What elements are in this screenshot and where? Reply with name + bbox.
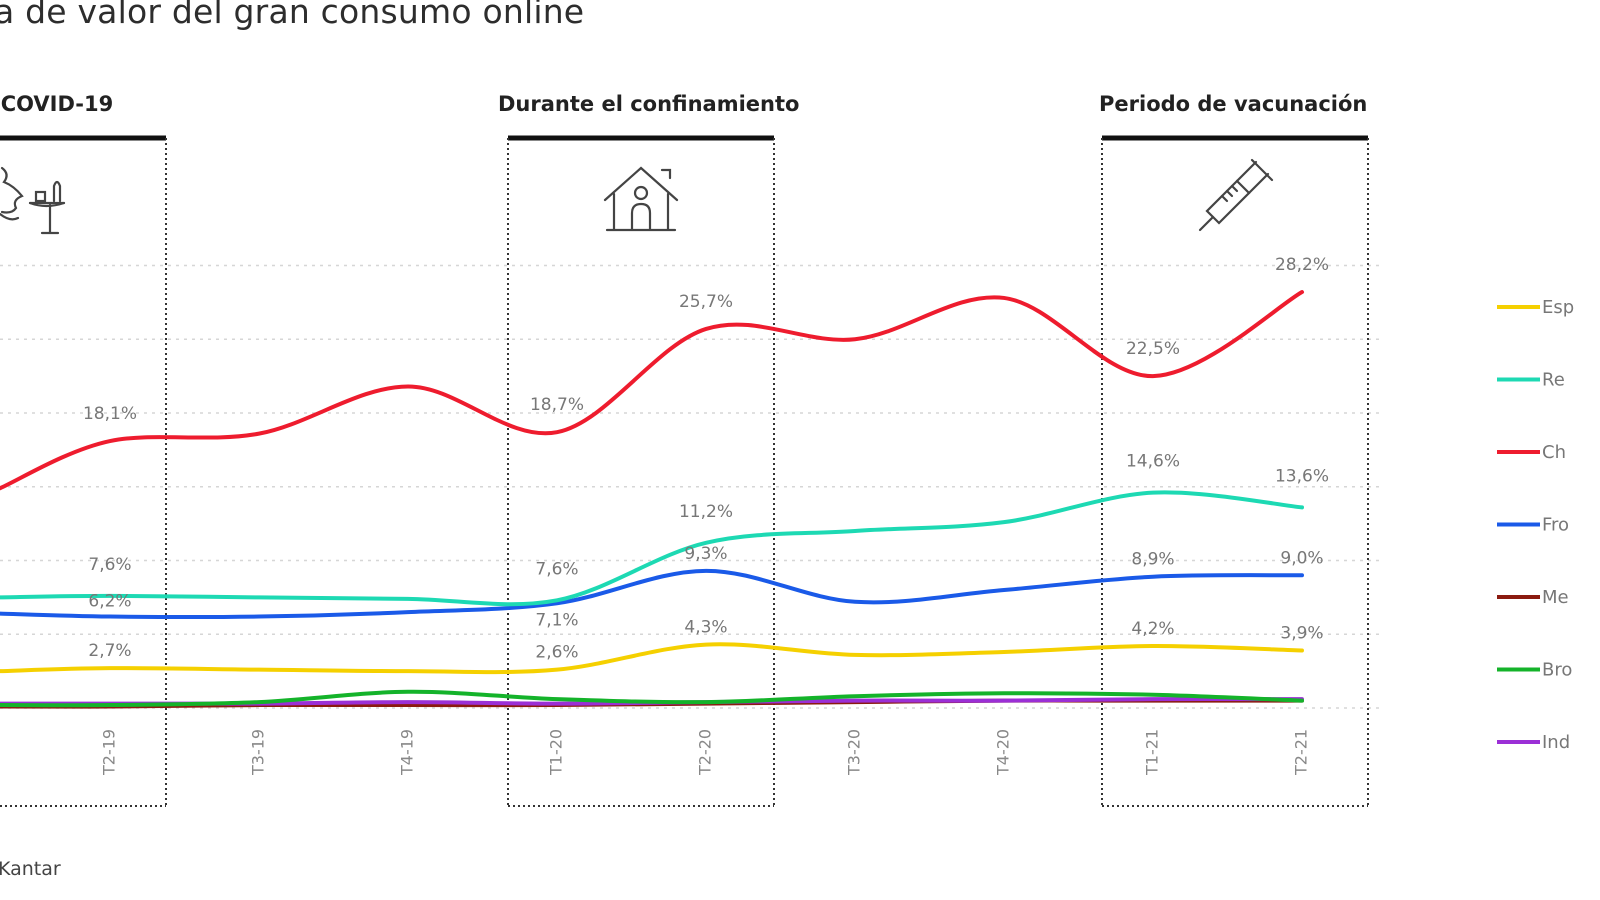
data-label: 7,6%: [88, 555, 131, 575]
data-label: 25,7%: [679, 292, 733, 312]
x-tick-label: T4-19: [398, 729, 417, 776]
data-label: 7,1%: [535, 610, 578, 630]
person-in-house-icon: [603, 166, 679, 232]
data-label: 14,6%: [1126, 452, 1180, 472]
x-tick-label: T2-20: [696, 729, 715, 776]
series-line-bro: [0, 689, 1304, 708]
legend: Esp Re Ch Fro Me Bro Ind: [1497, 297, 1574, 753]
data-label: 4,3%: [684, 618, 727, 638]
data-label: 4,2%: [1131, 619, 1174, 639]
data-label: 2,6%: [535, 643, 578, 663]
data-label: 18,7%: [530, 395, 584, 415]
data-label: 28,2%: [1275, 255, 1329, 275]
x-tick-label: T2-19: [100, 729, 119, 776]
data-label: 22,5%: [1126, 339, 1180, 359]
data-labels: 18,1% 18,7% 25,7% 22,5% 28,2% 7,6% 7,6% 11,2% 14…: [83, 255, 1329, 663]
series-line-ch: [0, 290, 1304, 491]
x-tick-label: T4-20: [994, 729, 1013, 776]
period-label-vaccination: Periodo de vacunación: [1099, 92, 1368, 116]
legend-label: Bro: [1542, 660, 1572, 681]
series-line-re: [0, 490, 1304, 607]
legend-label: Ch: [1542, 442, 1566, 463]
x-tick-label: T3-19: [249, 729, 268, 776]
period-label-pre-covid: -COVID-19: [0, 92, 114, 116]
data-label: 6,2%: [88, 592, 131, 612]
gridlines: [0, 264, 1380, 709]
x-tick-label: T2-21: [1292, 729, 1311, 776]
legend-label: Re: [1542, 370, 1565, 391]
period-label-confinement: Durante el confinamiento: [498, 92, 800, 116]
data-label: 8,9%: [1131, 550, 1174, 570]
x-tick-label: T1-21: [1143, 729, 1162, 776]
data-label: 13,6%: [1275, 466, 1329, 486]
legend-label: Ind: [1542, 732, 1570, 753]
data-label: 2,7%: [88, 641, 131, 661]
series-line-fro: [0, 568, 1304, 620]
source-note: Kantar: [0, 858, 61, 880]
data-label: 7,6%: [535, 559, 578, 579]
data-label: 11,2%: [679, 502, 733, 522]
data-label: 18,1%: [83, 404, 137, 424]
x-tick-label: T1-20: [547, 729, 566, 776]
legend-label: Esp: [1542, 297, 1574, 318]
x-tick-label: T3-20: [845, 729, 864, 776]
person-eating-at-table-icon: [0, 166, 66, 235]
data-label: 9,3%: [684, 544, 727, 564]
x-axis-ticks: T2-19 T3-19 T4-19 T1-20 T2-20 T3-20 T4-20 T1-21…: [100, 729, 1311, 776]
data-label: 3,9%: [1280, 623, 1323, 643]
legend-label: Me: [1542, 587, 1569, 608]
legend-label: Fro: [1542, 515, 1569, 536]
chart-title: a de valor del gran consumo online: [0, 0, 585, 31]
data-label: 9,0%: [1280, 548, 1323, 568]
syringe-icon: [1198, 158, 1274, 232]
series-line-esp: [0, 642, 1304, 675]
series-lines: [0, 290, 1304, 709]
period-box-pre-covid: [0, 135, 167, 807]
